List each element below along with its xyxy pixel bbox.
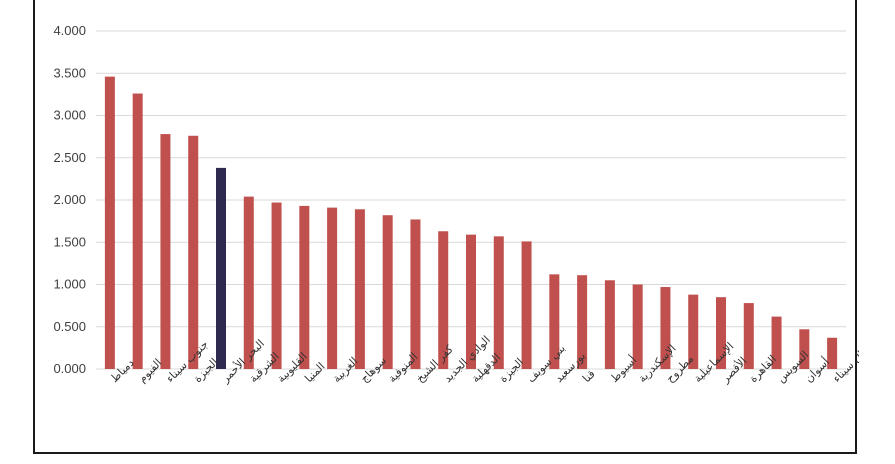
bar [549, 274, 560, 369]
y-tick-label: 2.500 [53, 150, 86, 165]
bar [771, 316, 782, 369]
bar [577, 275, 588, 369]
y-tick-label: 0.500 [53, 319, 86, 334]
y-axis-ticks: 0.000 0.500 1.000 1.500 2.000 2.500 3.000 3.500… [53, 23, 86, 376]
x-tick-label: قنا [580, 367, 598, 385]
y-tick-label: 0.000 [53, 361, 86, 376]
bar [743, 303, 754, 369]
bar [632, 284, 643, 369]
y-tick-label: 3.500 [53, 65, 86, 80]
bar [688, 294, 699, 369]
bar-highlighted [216, 167, 226, 369]
bar [660, 287, 671, 369]
bar [438, 231, 449, 369]
bar [493, 236, 504, 369]
bar [466, 234, 476, 369]
bar [188, 135, 199, 369]
bar [827, 337, 838, 369]
bar [410, 219, 421, 369]
bar [132, 93, 143, 369]
bar [299, 205, 310, 369]
bar [271, 202, 282, 369]
bar [382, 215, 393, 369]
bar [243, 196, 254, 369]
bar [160, 134, 171, 369]
y-tick-label: 1.000 [53, 277, 86, 292]
chart-frame: 0.000 0.500 1.000 1.500 2.000 2.500 3.000 3.500… [33, 0, 859, 454]
bar [104, 76, 115, 369]
y-tick-label: 2.000 [53, 192, 86, 207]
bar-chart: 0.000 0.500 1.000 1.500 2.000 2.500 3.000 3.500… [53, 23, 859, 386]
bar [799, 329, 810, 369]
y-tick-label: 4.000 [53, 23, 86, 38]
bar [716, 297, 726, 369]
bar [604, 280, 615, 369]
bar [327, 207, 338, 369]
bar [521, 241, 532, 369]
y-tick-label: 1.500 [53, 234, 86, 249]
y-tick-label: 3.000 [53, 108, 86, 123]
bars [104, 76, 838, 369]
bar [354, 209, 365, 369]
